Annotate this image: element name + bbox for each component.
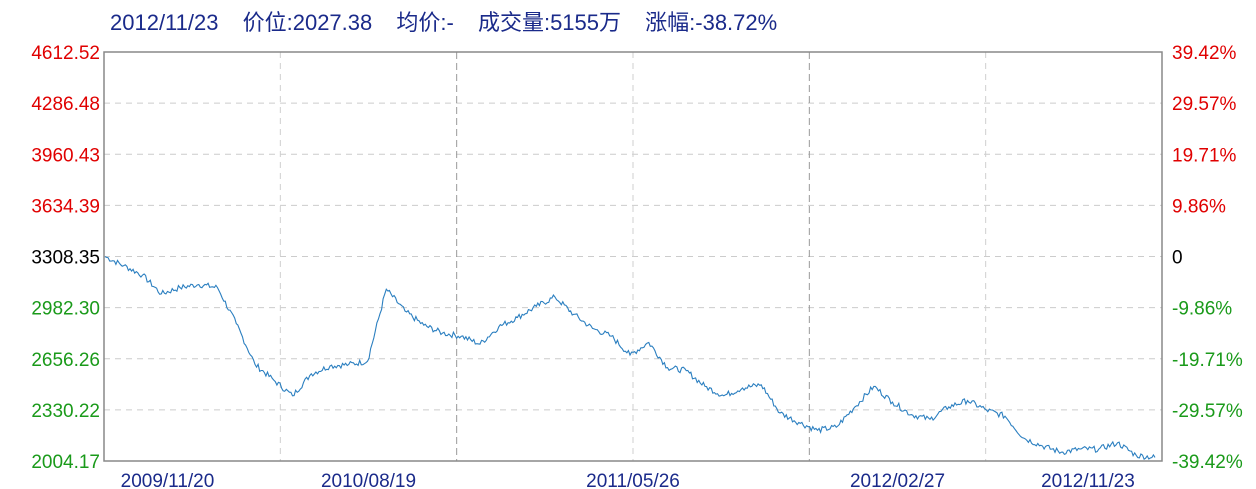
- left-tick-label: 3308.35: [31, 248, 100, 269]
- right-tick-label: 29.57%: [1172, 94, 1237, 115]
- left-tick-label: 3960.43: [31, 145, 100, 166]
- price-line: [104, 256, 1156, 461]
- right-tick-label: -39.42%: [1172, 452, 1243, 473]
- date-axis: 2009/11/20 2010/08/19 2011/05/26 2012/02/27…: [121, 471, 1135, 489]
- left-tick-label: 2330.22: [31, 401, 100, 422]
- x-tick-label: 2012/02/27: [850, 471, 945, 489]
- x-tick-label: 2009/11/20: [121, 471, 215, 489]
- header-date: 2012/11/23: [110, 10, 219, 35]
- header-avg: 均价:-: [396, 10, 454, 35]
- plot-frame: [103, 51, 1163, 462]
- right-tick-label: -9.86%: [1172, 299, 1232, 320]
- x-tick-label: 2010/08/19: [321, 471, 416, 489]
- right-tick-label: 0: [1172, 248, 1183, 269]
- left-tick-label: 3634.39: [31, 196, 100, 217]
- quote-header: 2012/11/23 价位:2027.38 均价:- 成交量:5155万 涨幅:…: [110, 6, 795, 40]
- right-tick-label: 19.71%: [1172, 145, 1237, 166]
- right-tick-label: 9.86%: [1172, 196, 1226, 217]
- header-change: 涨幅:-38.72%: [645, 10, 778, 35]
- left-tick-label: 2004.17: [31, 452, 100, 473]
- left-price-axis: 4612.52 4286.48 3960.43 3634.39 3308.35 2982.…: [31, 43, 100, 473]
- x-tick-label: 2012/11/23: [1041, 471, 1135, 489]
- right-percent-axis: 39.42% 29.57% 19.71% 9.86% 0 -9.86% -19.71% -29…: [1172, 43, 1243, 473]
- left-tick-label: 2656.26: [31, 350, 100, 371]
- right-tick-label: 39.42%: [1172, 43, 1237, 64]
- x-tick-label: 2011/05/26: [586, 471, 680, 489]
- left-tick-label: 4286.48: [31, 94, 100, 115]
- right-tick-label: -19.71%: [1172, 350, 1243, 371]
- chart-grid: [104, 52, 1162, 461]
- right-tick-label: -29.57%: [1172, 401, 1243, 422]
- left-tick-label: 4612.52: [31, 43, 100, 64]
- header-volume: 成交量:5155万: [477, 10, 622, 35]
- left-tick-label: 2982.30: [31, 299, 100, 320]
- header-price: 价位:2027.38: [242, 10, 373, 35]
